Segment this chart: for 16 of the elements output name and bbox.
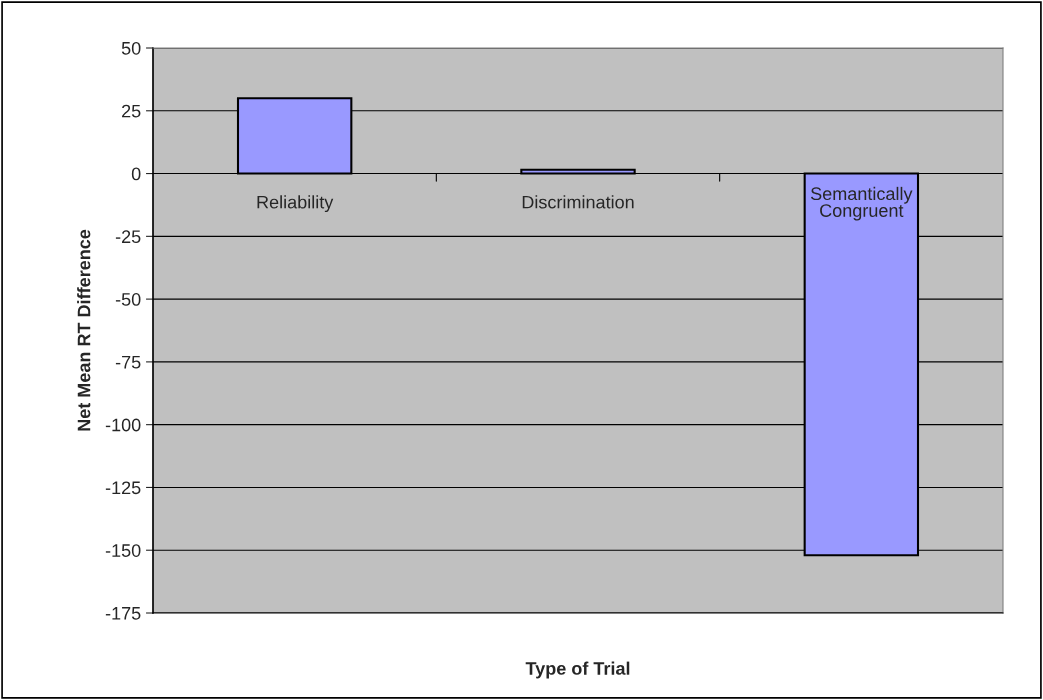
y-tick-label: -175 [105, 607, 141, 620]
y-tick-label: -75 [115, 356, 141, 369]
y-tick-label: -100 [105, 418, 141, 432]
y-tick-label: -150 [105, 544, 141, 557]
x-axis-title: Type of Trial [525, 661, 630, 679]
x-tick-label: Reliability [257, 195, 334, 213]
y-tick-label: 25 [122, 104, 141, 118]
y-tick-label: 50 [121, 41, 141, 55]
y-tick-label: -25 [115, 230, 141, 244]
y-axis-title: Net Mean RT Difference [77, 229, 91, 431]
x-tick-label: Semantically Congruent [810, 186, 913, 221]
y-tick-label: -125 [105, 481, 141, 495]
bar [520, 168, 636, 175]
x-tick-label: Discrimination [522, 195, 634, 209]
y-tick-label: -50 [115, 293, 141, 306]
y-tick-label: 0 [131, 167, 141, 181]
